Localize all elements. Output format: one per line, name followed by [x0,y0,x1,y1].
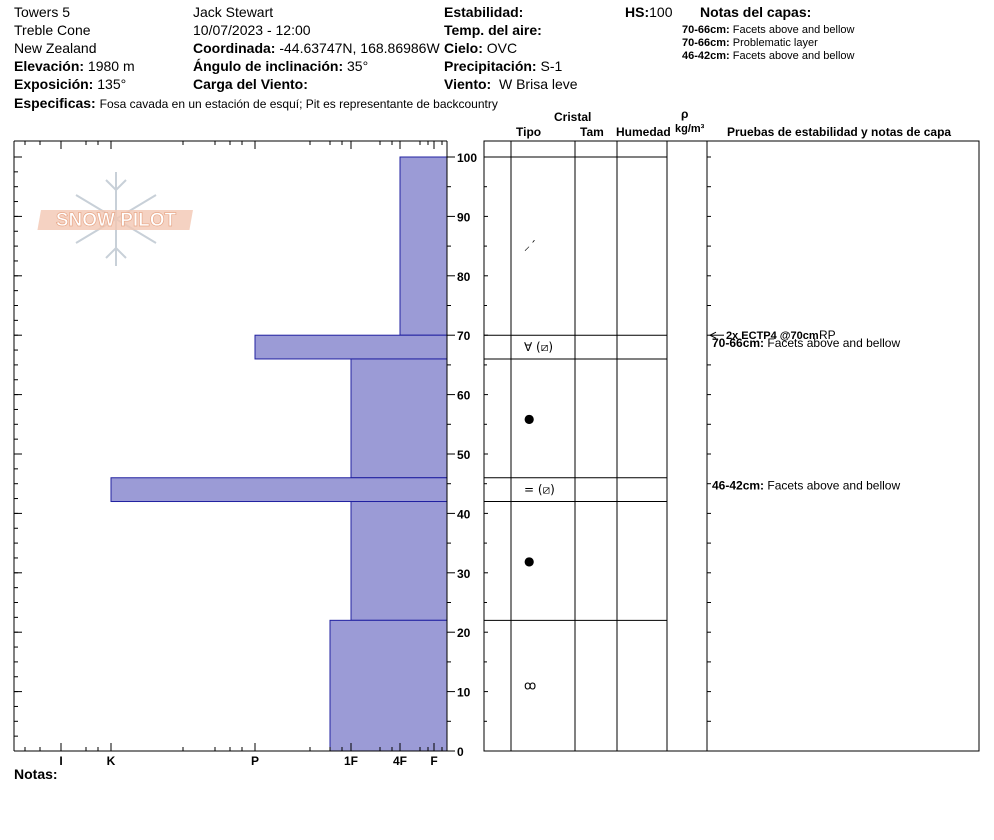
aspect-field: Exposición: 135° [14,76,126,92]
height-tick-label: 80 [457,270,471,284]
specifics-label: Especificas: [14,95,96,111]
slope-label: Ángulo de inclinación: [193,58,344,74]
layer-note-text: Facets above and bellow [732,24,855,36]
aspect-value: 135° [97,76,127,92]
hardness-bar [350,501,448,621]
layer-note-range: 46-42cm: [682,50,730,62]
type-header: Tipo [516,125,542,139]
layer-comment-range: 70-66cm: [712,336,767,350]
precip-field: Precipitación: S-1 [444,58,562,74]
hardness-axis-label: I [59,754,62,768]
size-header: Tam [580,125,604,139]
sky-label: Cielo: [444,40,483,56]
layer-notes-title: Notas del capas: [700,4,812,20]
layer-note-text: Facets above and bellow [732,50,855,62]
wind-load-label: Carga del Viento: [193,76,308,92]
hardness-bar [399,156,448,336]
elevation-field: Elevación: 1980 m [14,58,135,74]
stability-label: Estabilidad: [444,4,524,20]
height-tick-label: 30 [457,567,471,581]
notes-label: Notas: [14,766,58,782]
layer-comment: 70-66cm: Facets above and bellow [712,336,900,350]
grain-type-symbol: ∀ (⧄) [524,340,553,354]
wind-value: W Brisa leve [498,76,578,92]
location-name: Towers 5 [14,4,71,20]
height-tick-label: 0 [457,745,464,759]
hardness-axis-label: K [107,754,116,768]
specifics-value: Fosa cavada en un estación de esquí; Pit… [99,97,498,111]
profile-table-frame [483,140,980,752]
country-name: New Zealand [14,40,97,56]
height-tick-label: 60 [457,389,471,403]
wind-load-field: Carga del Viento: [193,76,308,92]
height-tick-label: 70 [457,329,471,343]
hardness-bar [254,334,448,360]
hardness-bar [110,477,448,503]
grain-type-symbol: = (⧄) [524,483,555,497]
grain-type-symbol: ● [524,411,534,425]
sky-value: OVC [486,40,518,56]
layer-note-range: 70-66cm: [682,24,730,36]
height-tick-label: 20 [457,626,471,640]
hardness-axis-label: P [251,754,259,768]
precip-label: Precipitación: [444,58,537,74]
observer-name: Jack Stewart [193,4,274,20]
logo-text: SNOW PILOT [56,210,177,231]
density-header: kg/m³ [675,123,705,135]
air-temp-label: Temp. del aire: [444,22,542,38]
aspect-label: Exposición: [14,76,94,92]
wind-field: Viento: W Brisa leve [444,76,578,92]
height-tick-label: 40 [457,507,471,521]
layer-note: 70-66cm: Problematic layer [682,37,818,49]
stability-test-result: 2x ECTP4 @70cm [726,330,819,342]
slope-field: Ángulo de inclinación: 35° [193,58,368,74]
coordinate-value: -44.63747N, 168.86986W [279,40,440,56]
layer-note-text: Problematic layer [732,37,818,49]
precip-value: S-1 [540,58,563,74]
height-tick-label: 90 [457,210,471,224]
sky-field: Cielo: OVC [444,40,517,56]
tests-header: Pruebas de estabilidad y notas de capa [727,125,952,139]
grain-type-symbol: ● [524,554,534,568]
hardness-axis-label: 1F [344,754,358,768]
specifics-field: Especificas: Fosa cavada en un estación … [14,95,498,111]
elevation-label: Elevación: [14,58,85,74]
area-name: Treble Cone [14,22,91,38]
hardness-bar [350,358,448,479]
coordinate-label: Coordinada: [193,40,276,56]
air-temp-field: Temp. del aire: [444,22,542,38]
observation-datetime: 10/07/2023 - 12:00 [193,22,311,38]
hs-label: HS: [625,4,650,20]
height-tick-label: 50 [457,448,471,462]
crystal-header: Cristal [554,110,592,124]
elevation-value: 1980 m [87,58,135,74]
rho-header: ρ [681,107,689,121]
slope-value: 35° [347,58,369,74]
wind-label: Viento: [444,76,492,92]
arrow-head-icon [708,331,717,339]
layer-note: 70-66cm: Facets above and bellow [682,24,854,36]
stability-test-note: RP [819,328,836,342]
hardness-axis-label: F [430,754,437,768]
hardness-bar [329,619,448,752]
moisture-header: Humedad [616,125,671,139]
layer-comment: 46-42cm: Facets above and bellow [712,479,900,493]
hs-field: HS:100 [625,4,672,20]
layer-comment-text: Facets above and bellow [767,479,900,493]
coordinate-field: Coordinada: -44.63747N, 168.86986W [193,40,440,56]
layer-comment-range: 46-42cm: [712,479,767,493]
height-tick-label: 10 [457,686,471,700]
layer-note: 46-42cm: Facets above and bellow [682,50,854,62]
height-tick-label: 100 [457,151,477,165]
stability-field: Estabilidad: [444,4,523,20]
grain-type-symbol: ⸝ˊ [524,239,536,253]
layer-note-range: 70-66cm: [682,37,730,49]
layer-comment-text: Facets above and bellow [767,336,900,350]
hardness-axis-label: 4F [393,754,407,768]
hs-value: 100 [649,4,673,20]
grain-type-symbol: ꝏ [524,679,536,693]
snowpilot-logo: SNOW PILOT [37,172,193,266]
